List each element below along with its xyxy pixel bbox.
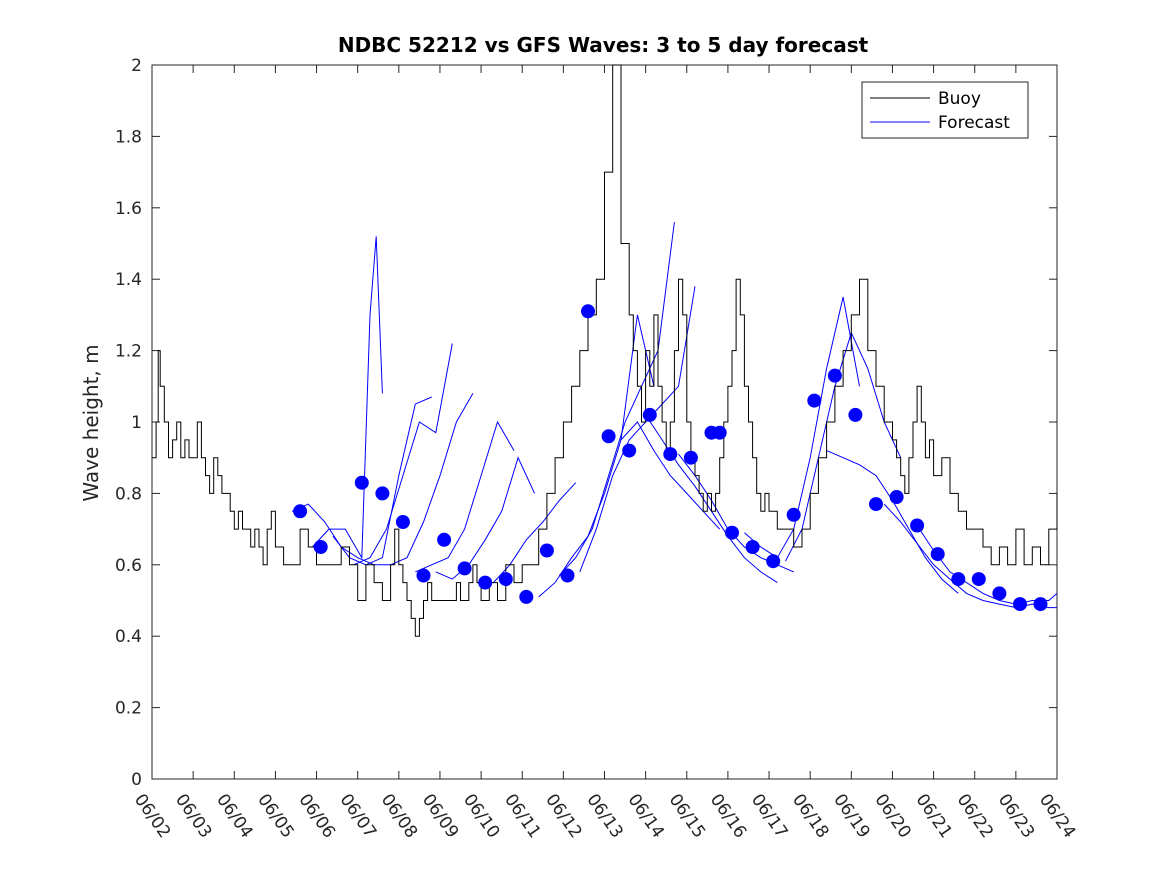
forecast-markers bbox=[293, 304, 1048, 612]
forecast-point bbox=[951, 572, 966, 587]
forecast-point bbox=[683, 450, 698, 465]
y-tick-label: 0.4 bbox=[115, 627, 142, 647]
forecast-point bbox=[712, 425, 727, 440]
buoy-series bbox=[152, 64, 1058, 637]
forecast-point bbox=[663, 447, 678, 462]
y-tick-label: 0 bbox=[131, 770, 142, 790]
y-tick-label: 1.6 bbox=[115, 199, 142, 219]
forecast-point bbox=[498, 572, 513, 587]
forecast-point bbox=[437, 532, 452, 547]
forecast-point bbox=[642, 407, 657, 422]
forecast-point bbox=[910, 518, 925, 533]
forecast-point bbox=[725, 525, 739, 540]
forecast-run-line bbox=[744, 296, 860, 559]
forecast-point bbox=[745, 540, 760, 554]
y-tick-label: 1 bbox=[131, 413, 142, 433]
forecast-point bbox=[930, 547, 945, 562]
forecast-run-line bbox=[415, 420, 515, 573]
forecast-point bbox=[581, 304, 595, 319]
y-axis-label: Wave height, m bbox=[79, 344, 103, 501]
legend-forecast-label: Forecast bbox=[938, 113, 1010, 133]
y-tick-label: 0.2 bbox=[115, 699, 142, 719]
y-tick-label: 1.8 bbox=[115, 127, 142, 147]
forecast-point bbox=[519, 589, 534, 604]
forecast-point bbox=[766, 554, 781, 569]
forecast-point bbox=[478, 575, 493, 590]
forecast-run-line bbox=[435, 456, 536, 580]
forecast-run-line bbox=[579, 286, 696, 573]
forecast-point bbox=[869, 497, 883, 512]
forecast-point bbox=[375, 486, 390, 501]
legend-buoy-label: Buoy bbox=[938, 89, 981, 109]
y-tick-label: 2 bbox=[131, 56, 142, 76]
legend: Buoy Forecast bbox=[861, 81, 1029, 139]
forecast-point bbox=[416, 568, 431, 583]
forecast-point bbox=[848, 407, 863, 422]
forecast-point bbox=[601, 429, 616, 444]
forecast-point bbox=[786, 507, 801, 522]
forecast-point bbox=[971, 572, 986, 587]
forecast-point bbox=[1033, 597, 1048, 612]
y-tick-label: 0.6 bbox=[115, 556, 142, 576]
forecast-point bbox=[354, 475, 369, 490]
forecast-point bbox=[395, 515, 410, 529]
forecast-point bbox=[313, 540, 328, 554]
y-tick-label: 1.2 bbox=[115, 342, 142, 362]
forecast-run-line bbox=[558, 222, 675, 576]
y-tick-label: 0.8 bbox=[115, 484, 142, 504]
y-ticks: 0 0.2 0.4 0.6 0.8 1 1.2 1.4 1.6 1.8 2 bbox=[115, 56, 1057, 790]
forecast-point bbox=[1013, 597, 1027, 612]
forecast-point bbox=[827, 368, 842, 383]
legend-box bbox=[861, 81, 1029, 139]
forecast-run-line bbox=[291, 503, 375, 566]
forecast-point bbox=[560, 568, 575, 583]
forecast-point bbox=[992, 586, 1007, 601]
buoy-line bbox=[152, 64, 1058, 637]
forecast-point bbox=[622, 443, 637, 458]
forecast-run-line bbox=[312, 236, 383, 560]
forecast-run-line bbox=[353, 343, 453, 566]
forecast-point bbox=[293, 504, 308, 519]
chart-title: NDBC 52212 vs GFS Waves: 3 to 5 day fore… bbox=[338, 33, 869, 57]
forecast-point bbox=[889, 490, 904, 504]
forecast-point bbox=[539, 543, 554, 558]
forecast-point bbox=[807, 393, 822, 408]
y-tick-label: 1.4 bbox=[115, 270, 142, 290]
forecast-point bbox=[457, 561, 472, 576]
